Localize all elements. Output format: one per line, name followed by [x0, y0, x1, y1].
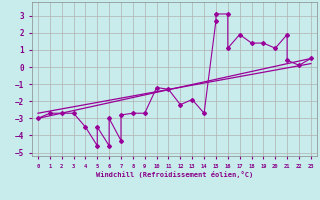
X-axis label: Windchill (Refroidissement éolien,°C): Windchill (Refroidissement éolien,°C)	[96, 171, 253, 178]
